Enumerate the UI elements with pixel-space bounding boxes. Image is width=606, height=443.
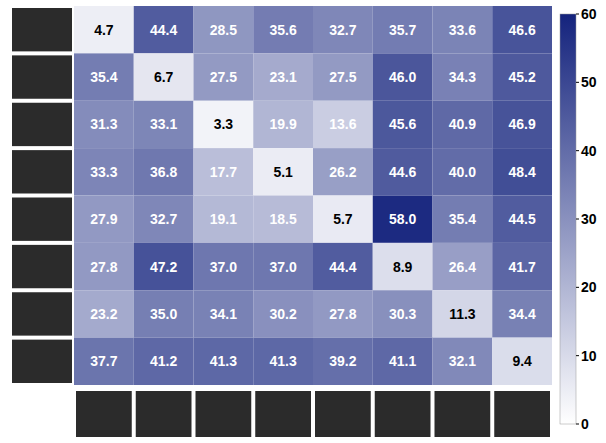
svg-text:37.0: 37.0 xyxy=(270,259,297,275)
svg-text:27.9: 27.9 xyxy=(90,211,117,227)
svg-text:9.4: 9.4 xyxy=(512,353,532,369)
svg-text:11.3: 11.3 xyxy=(449,306,476,322)
svg-text:10: 10 xyxy=(581,348,597,364)
svg-text:33.3: 33.3 xyxy=(90,164,117,180)
svg-text:13.6: 13.6 xyxy=(329,116,356,132)
svg-text:4.7: 4.7 xyxy=(94,22,114,38)
svg-text:30: 30 xyxy=(581,211,597,227)
svg-text:37.7: 37.7 xyxy=(90,353,117,369)
svg-text:45.6: 45.6 xyxy=(389,116,416,132)
svg-text:5.7: 5.7 xyxy=(333,211,353,227)
svg-text:40.9: 40.9 xyxy=(449,116,476,132)
svg-text:31.3: 31.3 xyxy=(90,116,117,132)
svg-text:41.7: 41.7 xyxy=(509,259,536,275)
svg-text:40: 40 xyxy=(581,143,597,159)
svg-text:30.3: 30.3 xyxy=(389,306,416,322)
svg-text:8.9: 8.9 xyxy=(393,259,413,275)
svg-text:35.4: 35.4 xyxy=(449,211,476,227)
svg-text:33.6: 33.6 xyxy=(449,22,476,38)
svg-text:48.4: 48.4 xyxy=(509,164,536,180)
svg-text:41.3: 41.3 xyxy=(270,353,297,369)
svg-text:40.0: 40.0 xyxy=(449,164,476,180)
svg-text:20: 20 xyxy=(581,279,597,295)
svg-text:5.1: 5.1 xyxy=(273,164,293,180)
svg-text:32.7: 32.7 xyxy=(150,211,177,227)
svg-text:3.3: 3.3 xyxy=(214,116,234,132)
svg-text:35.7: 35.7 xyxy=(389,22,416,38)
svg-text:34.4: 34.4 xyxy=(509,306,536,322)
svg-text:37.0: 37.0 xyxy=(210,259,237,275)
svg-text:23.1: 23.1 xyxy=(270,69,297,85)
svg-text:44.4: 44.4 xyxy=(329,259,356,275)
svg-text:60: 60 xyxy=(581,6,597,22)
svg-text:23.2: 23.2 xyxy=(90,306,117,322)
svg-text:58.0: 58.0 xyxy=(389,211,416,227)
svg-text:47.2: 47.2 xyxy=(150,259,177,275)
svg-text:19.9: 19.9 xyxy=(270,116,297,132)
svg-text:17.7: 17.7 xyxy=(210,164,237,180)
svg-text:41.3: 41.3 xyxy=(210,353,237,369)
svg-text:27.5: 27.5 xyxy=(210,69,237,85)
svg-text:18.5: 18.5 xyxy=(270,211,297,227)
svg-text:32.1: 32.1 xyxy=(449,353,476,369)
svg-text:30.2: 30.2 xyxy=(270,306,297,322)
svg-text:50: 50 xyxy=(581,74,597,90)
svg-text:6.7: 6.7 xyxy=(154,69,174,85)
svg-text:45.2: 45.2 xyxy=(509,69,536,85)
svg-text:35.4: 35.4 xyxy=(90,69,117,85)
svg-text:35.0: 35.0 xyxy=(150,306,177,322)
svg-text:44.4: 44.4 xyxy=(150,22,177,38)
svg-text:27.5: 27.5 xyxy=(329,69,356,85)
svg-text:26.2: 26.2 xyxy=(329,164,356,180)
svg-text:41.2: 41.2 xyxy=(150,353,177,369)
svg-text:41.1: 41.1 xyxy=(389,353,416,369)
svg-text:19.1: 19.1 xyxy=(210,211,237,227)
svg-text:0: 0 xyxy=(581,416,589,432)
svg-text:46.6: 46.6 xyxy=(509,22,536,38)
svg-text:35.6: 35.6 xyxy=(270,22,297,38)
svg-text:27.8: 27.8 xyxy=(329,306,356,322)
svg-text:44.5: 44.5 xyxy=(509,211,536,227)
svg-text:32.7: 32.7 xyxy=(329,22,356,38)
svg-text:33.1: 33.1 xyxy=(150,116,177,132)
svg-text:34.1: 34.1 xyxy=(210,306,237,322)
svg-text:27.8: 27.8 xyxy=(90,259,117,275)
svg-text:46.9: 46.9 xyxy=(509,116,536,132)
svg-text:39.2: 39.2 xyxy=(329,353,356,369)
svg-text:36.8: 36.8 xyxy=(150,164,177,180)
svg-text:28.5: 28.5 xyxy=(210,22,237,38)
svg-text:26.4: 26.4 xyxy=(449,259,476,275)
svg-text:46.0: 46.0 xyxy=(389,69,416,85)
svg-text:34.3: 34.3 xyxy=(449,69,476,85)
svg-text:44.6: 44.6 xyxy=(389,164,416,180)
